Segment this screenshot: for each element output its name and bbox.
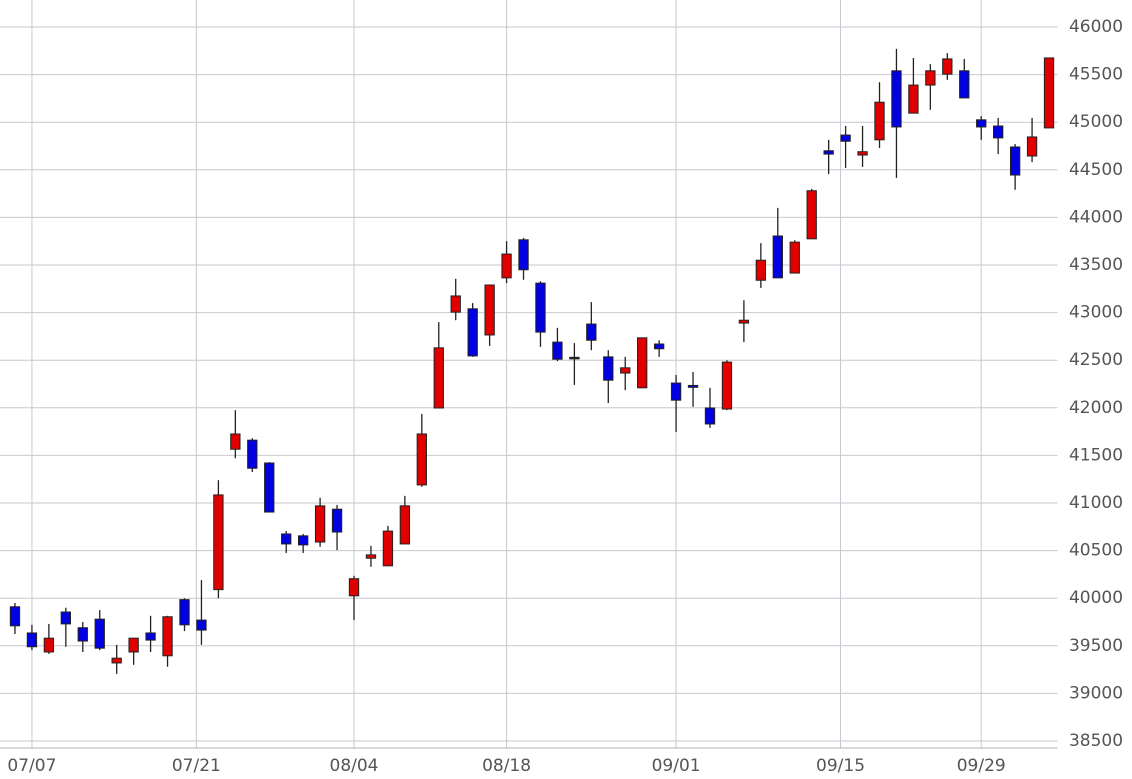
candle-body — [637, 337, 648, 389]
y-tick-label: 38500 — [1069, 731, 1123, 751]
candle-body — [213, 494, 224, 591]
candle-body — [314, 505, 326, 543]
candle-body — [704, 407, 716, 425]
candle-body — [365, 554, 377, 559]
candle-body — [501, 253, 512, 279]
candle-body — [348, 578, 360, 597]
candle-body — [993, 125, 1004, 139]
candle-body — [891, 70, 902, 128]
candle-body — [128, 637, 139, 653]
candle-body — [959, 70, 970, 99]
candle-body — [416, 433, 427, 486]
candle-body — [247, 439, 258, 469]
candle-body — [653, 343, 665, 350]
y-tick-label: 45000 — [1069, 112, 1123, 132]
y-tick-label: 40000 — [1069, 588, 1123, 608]
candle-body — [552, 341, 563, 360]
candle-body — [43, 637, 55, 653]
y-tick-label: 39500 — [1069, 636, 1123, 656]
y-tick-label: 42500 — [1069, 350, 1123, 370]
x-tick-label: 09/15 — [816, 756, 865, 776]
y-tick-label: 46000 — [1069, 17, 1123, 37]
candle-body — [518, 239, 529, 271]
y-tick-label: 41500 — [1069, 445, 1123, 465]
candle-body — [60, 611, 71, 625]
y-tick-label: 42000 — [1069, 398, 1123, 418]
x-tick-label: 07/21 — [172, 756, 221, 776]
candle-body — [94, 618, 105, 649]
candle-body — [603, 356, 614, 381]
candle-body — [857, 151, 868, 156]
y-tick-label: 43500 — [1069, 255, 1123, 275]
candle-body — [1043, 57, 1055, 129]
candle-body — [433, 347, 444, 409]
candle-body — [908, 84, 919, 114]
candle-body — [230, 433, 241, 450]
x-tick-label: 08/04 — [330, 756, 379, 776]
candle-body — [145, 632, 156, 641]
candle-body — [687, 384, 699, 388]
candle-body — [738, 319, 750, 324]
x-tick-label: 08/18 — [482, 756, 531, 776]
candle-body — [281, 533, 292, 545]
candle-body — [670, 382, 682, 401]
y-tick-label: 45500 — [1069, 65, 1123, 85]
candle-body — [942, 58, 953, 75]
candle-body — [467, 308, 478, 357]
x-tick-label: 09/01 — [652, 756, 701, 776]
candle-body — [772, 235, 783, 279]
candle-body — [9, 606, 21, 627]
x-tick-label: 09/29 — [957, 756, 1006, 776]
candle-body — [331, 508, 343, 533]
candle-body — [620, 367, 631, 374]
candle-body — [450, 295, 461, 313]
candle-body — [569, 356, 580, 360]
candle-body — [1026, 136, 1038, 157]
candle-body — [264, 462, 275, 513]
candle-body — [399, 505, 411, 545]
candle-body — [840, 134, 851, 142]
y-tick-label: 39000 — [1069, 683, 1123, 703]
candle-body — [823, 150, 834, 155]
x-tick-label: 07/07 — [7, 756, 56, 776]
candle-body — [297, 535, 309, 546]
candle-body — [925, 70, 936, 86]
candle-body — [721, 361, 733, 410]
candle-body — [789, 241, 800, 274]
y-tick-label: 44000 — [1069, 207, 1123, 227]
candle-body — [382, 530, 394, 567]
candle-body — [179, 599, 190, 626]
candle-body — [535, 282, 546, 333]
y-tick-label: 43000 — [1069, 303, 1123, 323]
candle-body — [26, 632, 38, 648]
candle-body — [1009, 146, 1021, 176]
candle-body — [586, 323, 597, 341]
candle-body — [484, 284, 495, 336]
candle-body — [77, 627, 88, 642]
y-tick-label: 41000 — [1069, 493, 1123, 513]
candle-body — [874, 101, 885, 141]
candle-body — [976, 119, 987, 128]
y-tick-label: 40500 — [1069, 541, 1123, 561]
candle-body — [196, 619, 207, 631]
candle-body — [162, 616, 173, 657]
candle-body — [111, 657, 122, 664]
candle-body — [806, 190, 817, 240]
y-tick-label: 44500 — [1069, 160, 1123, 180]
candle-body — [755, 259, 767, 281]
